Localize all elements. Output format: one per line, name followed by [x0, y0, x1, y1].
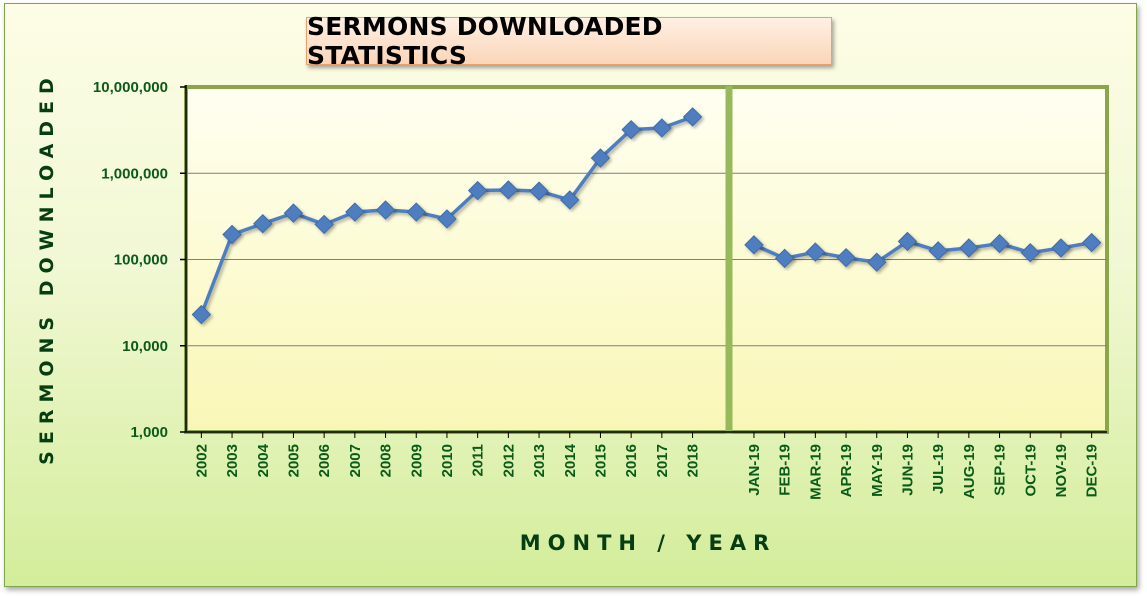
data-point	[1051, 238, 1071, 258]
x-tick-label: 2016	[623, 444, 640, 477]
data-point	[345, 202, 365, 222]
data-point	[406, 202, 426, 222]
data-point	[652, 118, 672, 138]
x-tick-labels: 2002 2003 2004 2005 2006 2007 2008 2009 2010 2011…	[193, 443, 1100, 499]
x-tick-label: 2012	[500, 444, 517, 477]
data-point	[375, 200, 396, 220]
x-tick-label: MAR-19	[807, 444, 824, 500]
data-point	[682, 107, 703, 127]
data-point	[989, 233, 1010, 254]
axes	[180, 85, 1107, 438]
data-point	[836, 247, 856, 268]
x-tick-label: 2015	[592, 444, 609, 477]
data-point	[805, 242, 826, 262]
y-tick-label: 100,000	[114, 252, 168, 269]
data-point	[774, 248, 795, 269]
x-tick-label: APR-19	[838, 444, 855, 497]
x-tick-label: OCT-19	[1022, 444, 1039, 497]
x-tick-label: JUN-19	[899, 444, 916, 496]
grid-lines	[186, 172, 1107, 347]
x-tick-label: FEB-19	[777, 444, 794, 496]
x-tick-label: 2013	[531, 444, 548, 477]
x-tick-label: 2002	[193, 444, 210, 477]
y-tick-label: 1,000,000	[101, 165, 168, 182]
data-point	[222, 224, 242, 245]
y-tick-label: 10,000,000	[93, 79, 168, 96]
x-tick-label: 2010	[439, 444, 456, 477]
data-point	[283, 203, 304, 223]
data-point	[467, 180, 488, 201]
x-tick-label: SEP-19	[992, 444, 1009, 496]
data-point	[867, 252, 887, 272]
x-tick-label: NOV-19	[1053, 444, 1070, 497]
x-tick-label: 2011	[470, 444, 487, 477]
x-tick-label: 2007	[347, 444, 364, 477]
data-point	[498, 180, 519, 200]
x-tick-label: AUG-19	[961, 444, 978, 499]
x-tick-label: 2008	[378, 444, 395, 477]
x-tick-label: 2005	[285, 444, 302, 477]
data-point	[621, 119, 641, 140]
data-point	[529, 181, 549, 201]
x-tick-label: 2009	[408, 444, 425, 477]
x-tick-label: 2018	[685, 444, 702, 477]
data-point	[928, 241, 948, 261]
data-point	[253, 214, 273, 234]
chart-title: SERMONS DOWNLOADED STATISTICS	[307, 12, 663, 70]
data-point	[590, 148, 611, 168]
x-axis-label: MONTH / YEAR	[519, 531, 777, 555]
data-point	[191, 304, 212, 325]
data-point	[959, 238, 979, 258]
data-point	[560, 190, 580, 210]
x-tick-label: 2014	[562, 443, 579, 477]
data-point	[1020, 242, 1040, 263]
x-tick-label: 2004	[255, 443, 272, 477]
x-tick-label: 2017	[654, 444, 671, 477]
y-tick-label: 10,000	[122, 338, 168, 355]
x-tick-label: DEC-19	[1084, 444, 1101, 497]
series-layer	[191, 107, 1102, 325]
x-tick-label: JAN-19	[746, 444, 763, 496]
y-tick-label: 1,000	[130, 424, 168, 441]
x-tick-label: 2006	[316, 444, 333, 477]
x-tick-label: 2003	[224, 444, 241, 477]
x-tick-label: MAY-19	[869, 444, 886, 497]
data-point	[744, 235, 764, 255]
data-point	[897, 231, 918, 252]
data-point	[1081, 232, 1102, 253]
data-point	[437, 209, 457, 229]
y-tick-labels: 1,000 10,000 100,000 1,000,000 10,000,000	[93, 79, 168, 441]
x-tick-label: JUL-19	[930, 444, 947, 494]
chart-title-box: SERMONS DOWNLOADED STATISTICS	[306, 12, 832, 70]
data-point	[314, 214, 334, 235]
